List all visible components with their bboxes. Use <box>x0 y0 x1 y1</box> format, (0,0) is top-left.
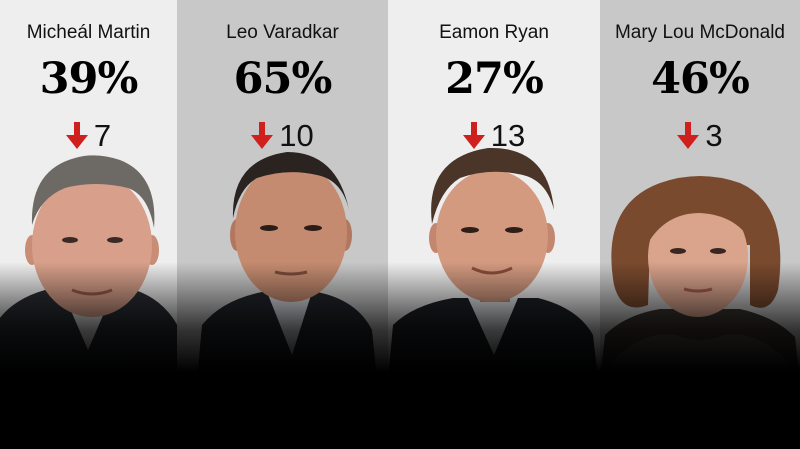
candidate-panel-ryan: Eamon Ryan 27% 13 <box>388 0 600 449</box>
candidate-panel-mcdonald: Mary Lou McDonald 46% 3 <box>600 0 800 449</box>
rating-change-value: 10 <box>279 117 314 153</box>
approval-rating: 39% <box>39 54 139 104</box>
rating-change: 7 <box>0 116 177 154</box>
rating-change: 3 <box>600 116 800 154</box>
portrait-varadkar <box>197 152 377 380</box>
rating-change: 10 <box>177 116 388 154</box>
portrait-mcdonald <box>600 176 800 380</box>
rating-change-value: 3 <box>705 117 723 153</box>
candidate-panel-martin: Micheál Martin 39% 7 <box>0 0 177 449</box>
approval-rating: 65% <box>233 54 333 104</box>
portrait-martin <box>0 155 177 380</box>
candidate-name: Eamon Ryan <box>439 22 549 43</box>
approval-rating: 46% <box>651 54 750 104</box>
rating-change-value: 7 <box>93 117 112 153</box>
candidate-name: Mary Lou McDonald <box>614 22 786 43</box>
portrait-ryan <box>388 147 598 380</box>
candidate-panel-varadkar: Leo Varadkar 65% 10 <box>177 0 388 449</box>
down-arrow-icon <box>462 121 485 149</box>
candidate-name: Micheál Martin <box>26 22 151 43</box>
rating-change-value: 13 <box>490 117 526 153</box>
down-arrow-icon <box>677 121 700 149</box>
approval-rating: 27% <box>445 54 544 104</box>
rating-change: 13 <box>388 116 600 154</box>
candidate-name: Leo Varadkar <box>226 22 339 43</box>
down-arrow-icon <box>251 121 274 149</box>
down-arrow-icon <box>65 121 88 149</box>
